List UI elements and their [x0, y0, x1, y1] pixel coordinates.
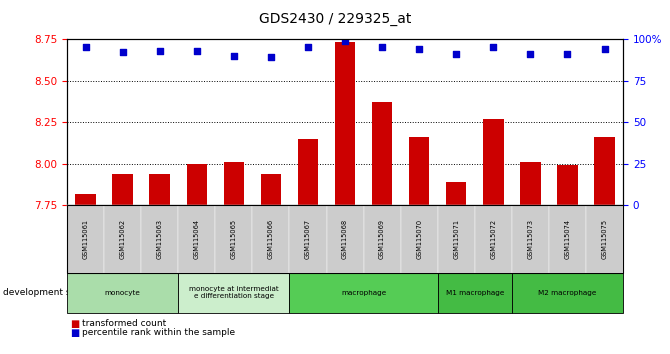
Bar — [372, 102, 393, 205]
Text: ■: ■ — [70, 328, 80, 338]
Point — [192, 48, 202, 53]
Point — [117, 50, 128, 55]
Text: GSM115064: GSM115064 — [194, 219, 200, 259]
Bar — [557, 165, 578, 205]
Point — [265, 55, 276, 60]
Bar — [594, 137, 615, 205]
Bar — [261, 174, 281, 205]
Text: GSM115062: GSM115062 — [120, 219, 125, 259]
Text: GSM115065: GSM115065 — [231, 219, 237, 259]
Point — [303, 45, 314, 50]
Bar — [75, 194, 96, 205]
Bar — [186, 164, 207, 205]
Text: ■: ■ — [70, 319, 80, 329]
Bar — [446, 182, 466, 205]
Bar — [149, 174, 170, 205]
Bar — [335, 42, 355, 205]
Text: macrophage: macrophage — [341, 290, 386, 296]
Point — [414, 46, 425, 52]
Point — [80, 45, 91, 50]
Bar — [113, 174, 133, 205]
Text: percentile rank within the sample: percentile rank within the sample — [82, 328, 235, 337]
Text: GSM115067: GSM115067 — [305, 219, 311, 259]
Text: M2 macrophage: M2 macrophage — [538, 290, 597, 296]
Text: transformed count: transformed count — [82, 319, 166, 329]
Point — [340, 38, 350, 44]
Point — [599, 46, 610, 52]
Bar — [520, 162, 541, 205]
Bar — [224, 162, 244, 205]
Point — [525, 51, 536, 57]
Text: GSM115074: GSM115074 — [565, 219, 570, 259]
Point — [228, 53, 239, 58]
Point — [377, 45, 387, 50]
Text: GSM115069: GSM115069 — [379, 219, 385, 259]
Text: monocyte: monocyte — [105, 290, 141, 296]
Text: GSM115063: GSM115063 — [157, 219, 163, 259]
Text: GDS2430 / 229325_at: GDS2430 / 229325_at — [259, 12, 411, 27]
Text: GSM115073: GSM115073 — [527, 219, 533, 259]
Text: M1 macrophage: M1 macrophage — [446, 290, 504, 296]
Text: GSM115072: GSM115072 — [490, 219, 496, 259]
Text: GSM115071: GSM115071 — [454, 219, 459, 259]
Point — [562, 51, 573, 57]
Text: development stage ▶: development stage ▶ — [3, 289, 101, 297]
Point — [451, 51, 462, 57]
Text: monocyte at intermediat
e differentiation stage: monocyte at intermediat e differentiatio… — [189, 286, 279, 299]
Bar — [483, 119, 504, 205]
Point — [154, 48, 165, 53]
Text: GSM115075: GSM115075 — [602, 219, 608, 259]
Text: GSM115068: GSM115068 — [342, 219, 348, 259]
Text: GSM115066: GSM115066 — [268, 219, 274, 259]
Text: GSM115070: GSM115070 — [416, 219, 422, 259]
Bar — [297, 139, 318, 205]
Text: GSM115061: GSM115061 — [82, 219, 88, 259]
Bar — [409, 137, 429, 205]
Point — [488, 45, 498, 50]
